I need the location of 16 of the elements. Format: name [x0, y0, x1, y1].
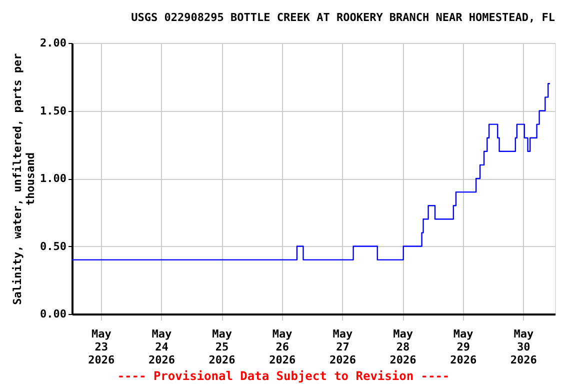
x-tick-label: May 27 2026 — [329, 328, 356, 366]
y-tick-label: 1.50 — [40, 104, 66, 118]
x-tick-label: May 26 2026 — [269, 328, 296, 366]
y-tick-label: 1.00 — [40, 172, 66, 185]
x-tick-label: May 28 2026 — [390, 328, 417, 366]
x-tick-label: May 23 2026 — [88, 328, 116, 366]
y-tick-label: 2.00 — [40, 36, 66, 50]
y-tick-label: 0.00 — [40, 308, 66, 320]
x-tick-label: May 29 2026 — [450, 328, 477, 366]
x-tick-label: May 24 2026 — [148, 328, 176, 366]
y-axis-title: Salinity, water, unfiltered, parts per thousand — [11, 52, 38, 305]
chart-title: USGS 022908295 BOTTLE CREEK AT ROOKERY BRANCH NEAR HOMESTEAD, FL — [131, 11, 556, 24]
text: ---- Provisional Data Subject to Revision ---- — [117, 369, 450, 383]
x-tick-label: May 30 2026 — [510, 328, 538, 366]
x-tick-label: May 25 2026 — [208, 328, 236, 366]
y-tick-label: 0.50 — [40, 240, 66, 253]
